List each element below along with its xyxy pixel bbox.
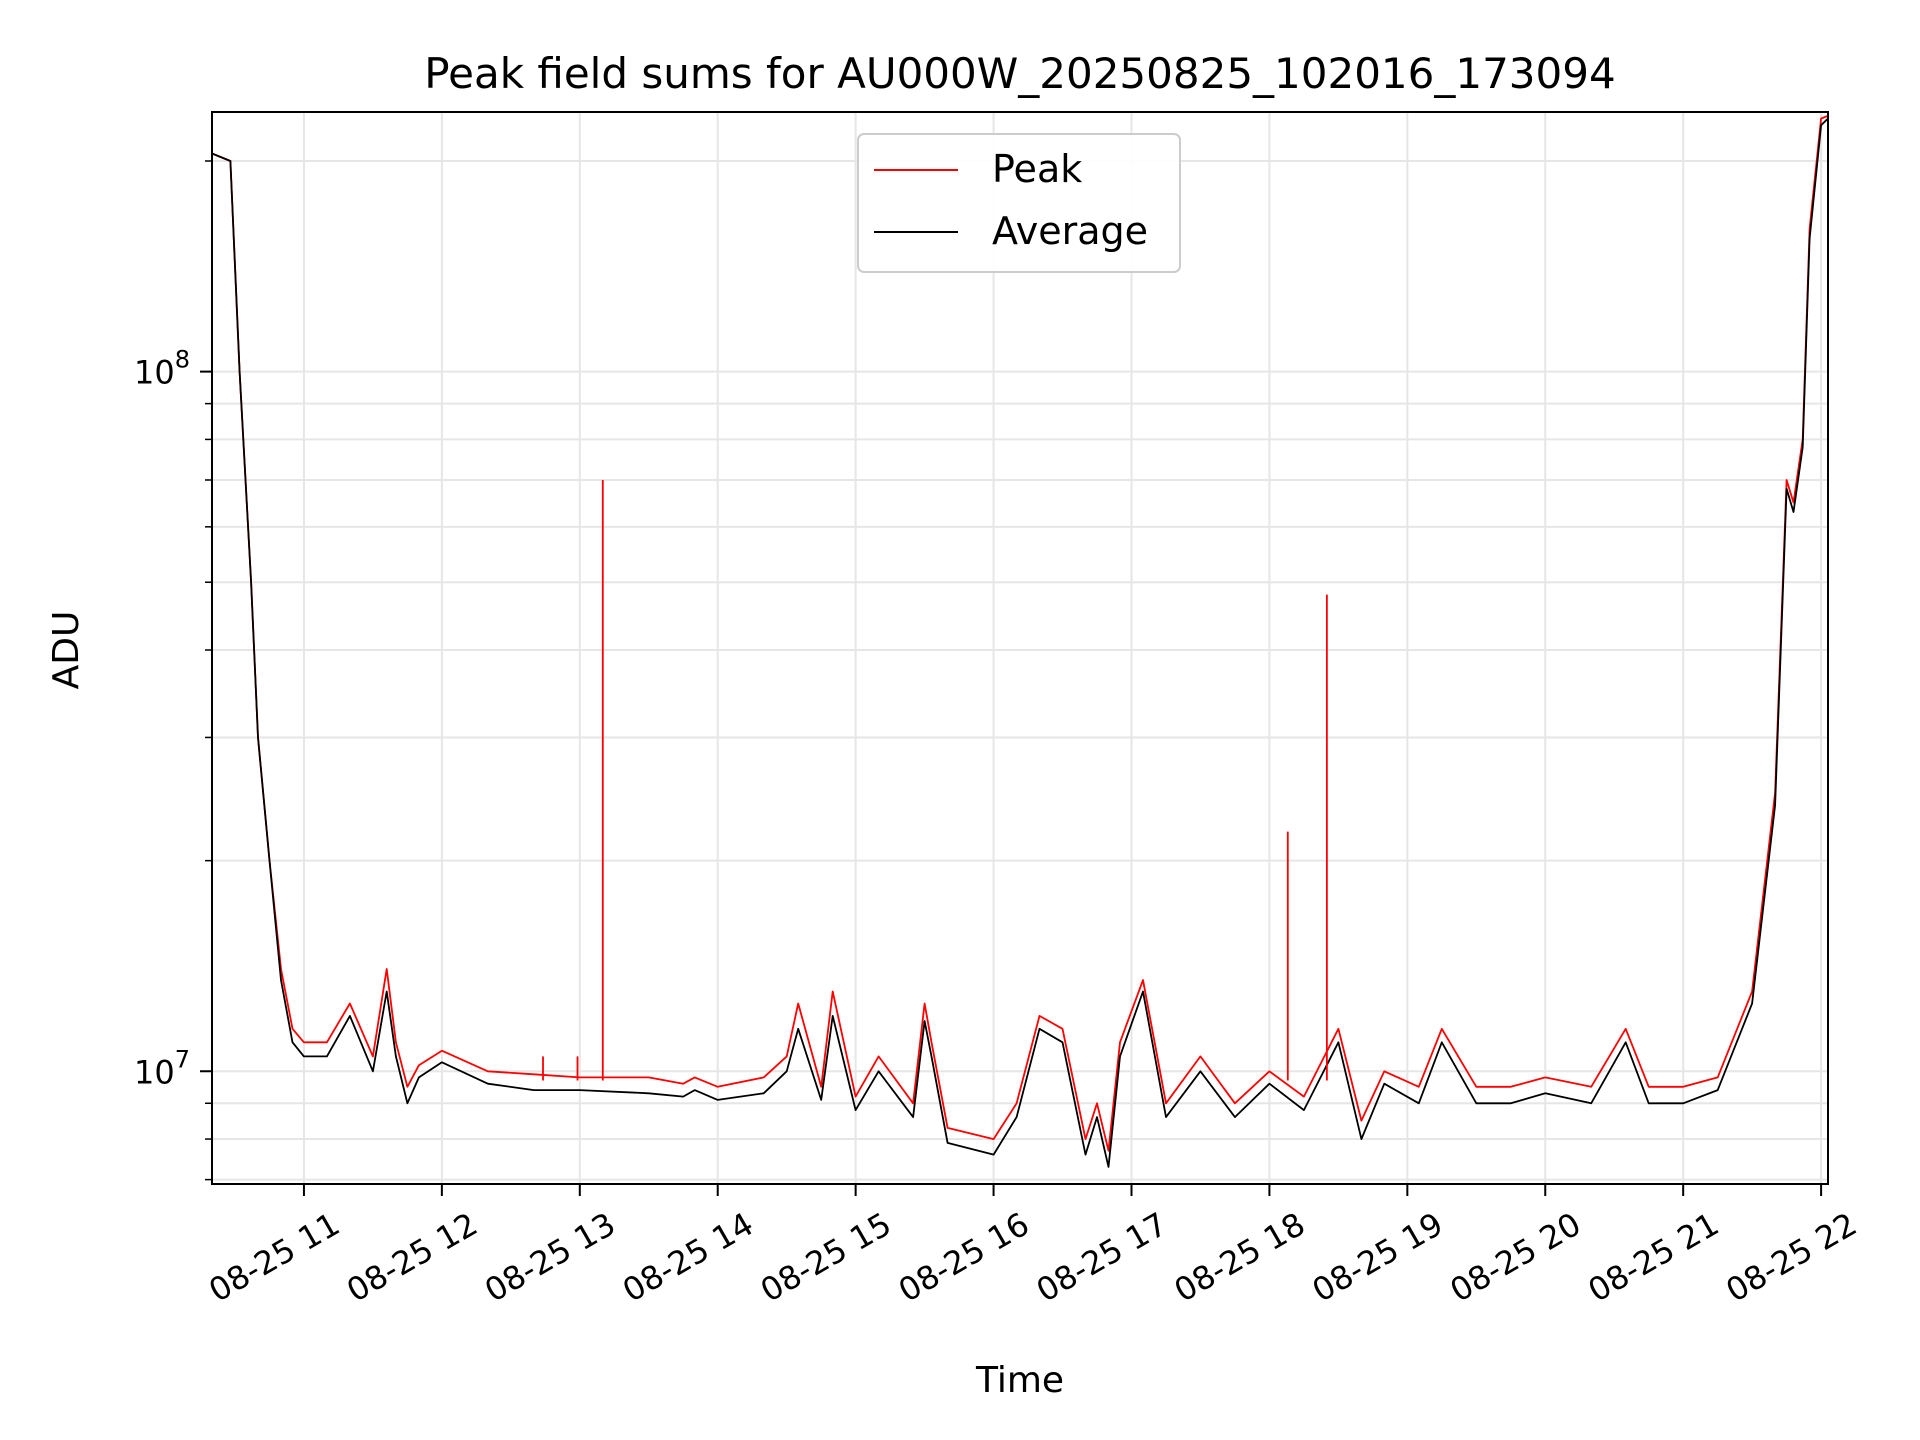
plot-frame <box>211 111 1829 1185</box>
chart-title: Peak field sums for AU000W_20250825_1020… <box>424 49 1615 98</box>
series-line-peak <box>212 115 1828 1152</box>
y-axis-label: ADU <box>46 611 87 690</box>
y-tick-exponent: 8 <box>175 346 190 374</box>
y-tick-exponent: 7 <box>175 1045 190 1073</box>
legend-average-label: Average <box>992 209 1148 253</box>
series-layer <box>212 115 1828 1168</box>
x-axis-label: Time <box>975 1360 1064 1401</box>
legend-box <box>857 133 1181 273</box>
y-tick-base: 10 <box>134 354 175 392</box>
series-line-average <box>212 117 1828 1168</box>
y-tick-base: 10 <box>134 1053 175 1091</box>
y-tick-label: 108 <box>134 346 190 392</box>
legend: Peak Average <box>857 133 1181 273</box>
legend-peak-label: Peak <box>992 147 1082 191</box>
y-tick-label: 107 <box>134 1045 190 1091</box>
